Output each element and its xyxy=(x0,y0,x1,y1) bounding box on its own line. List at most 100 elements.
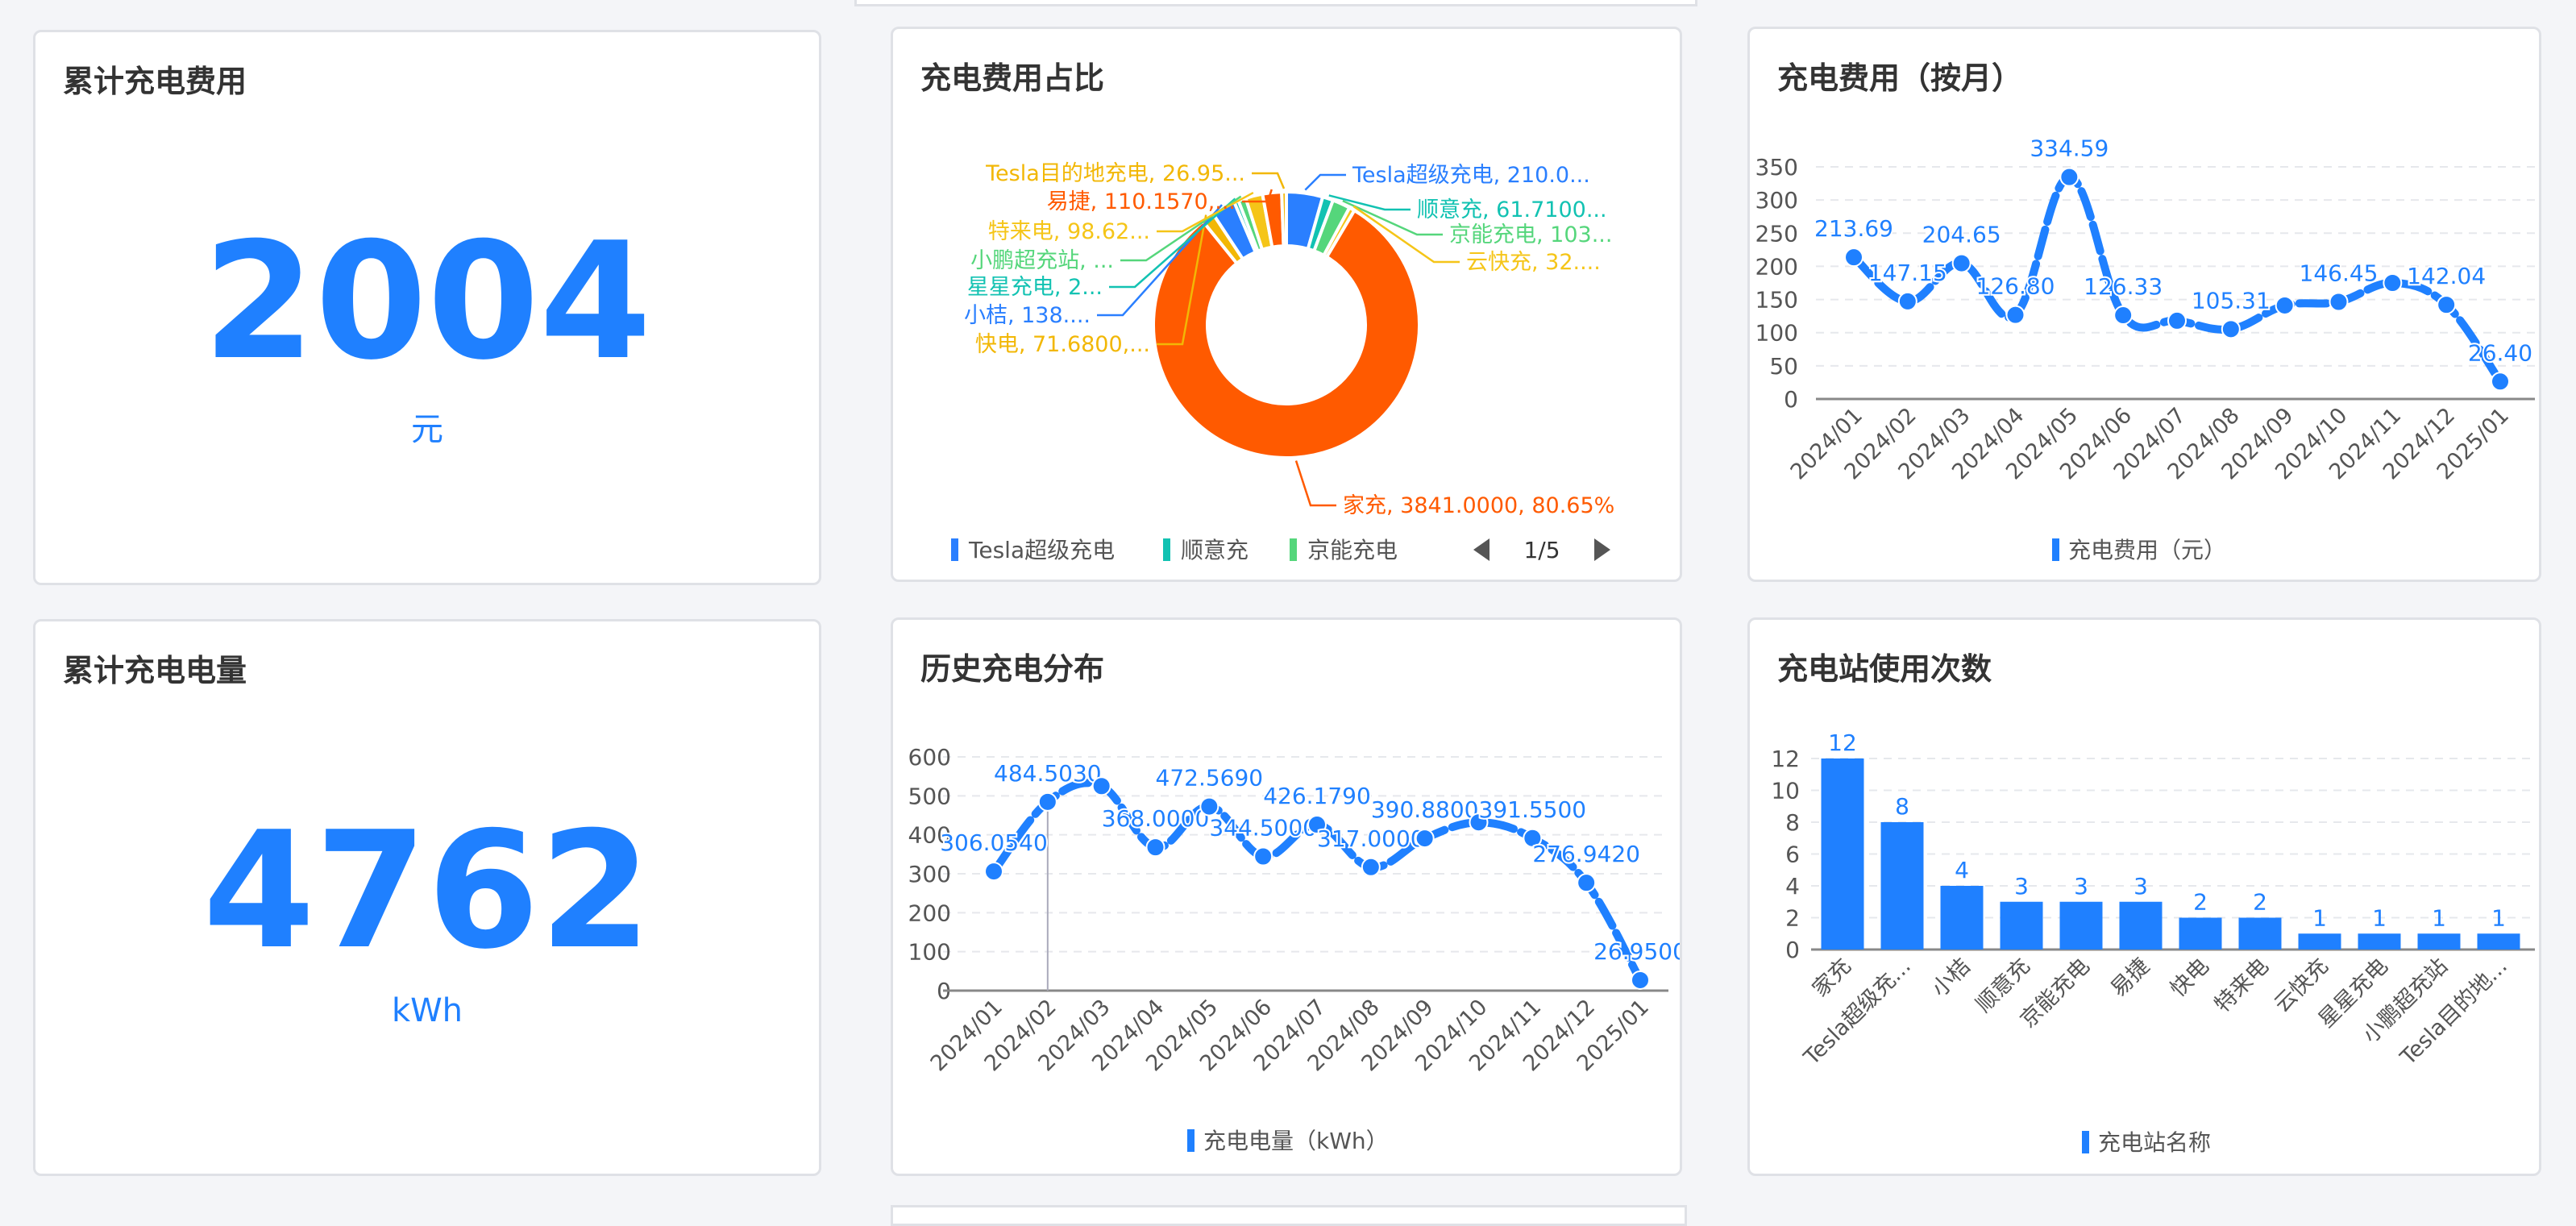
legend-swatch xyxy=(2052,538,2059,561)
x-tick-label: 小桔 xyxy=(1927,954,1976,1002)
x-tick-label: 易捷 xyxy=(2106,954,2154,1002)
pie-slice xyxy=(1152,208,1421,459)
bar xyxy=(1821,758,1864,950)
x-tick-label: Tesla超级充... xyxy=(1799,954,1916,1070)
data-label: 26.40 xyxy=(2468,339,2532,366)
bar-value-label: 8 xyxy=(1895,793,1909,820)
donut-chart: Tesla超级充电, 210.0... 顺意充, 61.7100...京能充电, … xyxy=(951,161,1614,563)
y-tick-label: 50 xyxy=(1769,353,1798,380)
total-energy-value: 4762 xyxy=(202,797,652,985)
data-point xyxy=(2167,310,2187,330)
next-page-arrow-icon[interactable] xyxy=(1594,538,1610,561)
partial-card-top xyxy=(854,0,1697,6)
data-point xyxy=(1951,253,1971,273)
slice-label: 小鹏超充站, ... xyxy=(970,248,1114,273)
bar xyxy=(2059,901,2103,950)
x-tick-label: 特来电 xyxy=(2210,954,2274,1017)
label-leader-line xyxy=(1097,204,1223,317)
y-tick-label: 0 xyxy=(1785,937,1800,963)
card-title: 累计充电费用 xyxy=(63,64,247,99)
bar-value-label: 1 xyxy=(2312,904,2327,931)
y-tick-label: 300 xyxy=(908,861,951,887)
bar-value-label: 1 xyxy=(2432,904,2446,931)
bar xyxy=(2179,917,2222,950)
data-label: 344.5000 xyxy=(1209,814,1317,841)
cost-share-card: 充电费用占比 Tesla超级充电, 210.0... 顺意充, 61.7100..… xyxy=(891,27,1682,582)
label-leader-line xyxy=(1157,191,1254,233)
bar-value-label: 2 xyxy=(2253,889,2267,916)
total-cost-unit: 元 xyxy=(411,411,443,448)
y-tick-label: 500 xyxy=(908,783,951,809)
bar xyxy=(2358,933,2401,950)
y-tick-label: 200 xyxy=(908,900,951,926)
card-title: 累计充电电量 xyxy=(63,653,247,688)
bar-value-label: 2 xyxy=(2193,889,2208,916)
x-tick-label: 家充 xyxy=(1808,954,1856,1002)
monthly-cost-line-chart: 0 50 100 150 200 250 300 350 213.69 147.15 204.65 1… xyxy=(1755,134,2535,563)
data-label: 472.5690 xyxy=(1156,765,1264,792)
station-usage-card: 充电站使用次数 0 2 4 6 8 10 12 12 家充 8 Tesla超级充... 4 小桔 3 顺意充… xyxy=(1747,617,2541,1176)
slice-label: 星星充电, 2... xyxy=(967,275,1103,300)
bar xyxy=(2119,901,2163,950)
data-point xyxy=(2059,167,2079,187)
y-tick-label: 300 xyxy=(1755,187,1798,214)
bar xyxy=(2000,901,2043,950)
data-label: 142.04 xyxy=(2407,263,2486,289)
data-label: 26.9500 xyxy=(1593,938,1682,965)
data-point xyxy=(1844,247,1863,268)
label-leader-line xyxy=(1252,172,1286,189)
label-leader-line xyxy=(1157,214,1207,346)
data-point xyxy=(1415,829,1435,849)
legend-swatch xyxy=(1187,1129,1195,1152)
data-point xyxy=(1897,291,1917,311)
card-title: 充电费用占比 xyxy=(920,60,1105,96)
y-tick-label: 400 xyxy=(908,822,951,849)
data-label: 391.5500 xyxy=(1479,796,1587,823)
legend-item: 京能充电 xyxy=(1307,537,1398,563)
y-tick-label: 600 xyxy=(908,744,951,771)
slice-label: 顺意充, 61.7100... xyxy=(1417,197,1607,222)
data-point xyxy=(2491,372,2510,392)
card-title: 充电费用（按月） xyxy=(1777,60,2023,96)
data-label: 306.0540 xyxy=(940,829,1048,856)
slice-label: Tesla超级充电, 210.0... xyxy=(1352,163,1590,188)
data-point xyxy=(1361,857,1381,877)
y-tick-label: 6 xyxy=(1785,842,1800,868)
data-point xyxy=(2329,292,2349,312)
y-tick-label: 100 xyxy=(1755,320,1798,347)
y-tick-label: 150 xyxy=(1755,287,1798,314)
slice-label: Tesla目的地充电, 26.95... xyxy=(985,161,1245,186)
data-point xyxy=(1199,796,1219,817)
legend-item: 充电站名称 xyxy=(2098,1129,2211,1156)
data-point xyxy=(1523,828,1543,848)
slice-label: 京能充电, 103... xyxy=(1449,222,1612,247)
slice-label: 特来电, 98.62... xyxy=(988,219,1150,244)
bar xyxy=(1940,886,1984,950)
y-tick-label: 2 xyxy=(1785,905,1800,932)
bar xyxy=(2477,933,2520,950)
bar xyxy=(2298,933,2341,950)
data-point xyxy=(1145,837,1165,858)
data-point xyxy=(2437,295,2457,315)
slice-label: 家充, 3841.0000, 80.65% xyxy=(1343,493,1614,518)
data-label: 204.65 xyxy=(1922,222,2001,248)
bar-value-label: 12 xyxy=(1828,729,1857,756)
series-line xyxy=(1850,172,2504,386)
y-tick-label: 100 xyxy=(908,939,951,966)
pie-slice xyxy=(1280,189,1288,248)
bar-value-label: 4 xyxy=(1955,857,1969,883)
card-title: 充电站使用次数 xyxy=(1777,651,1992,687)
legend-page-indicator: 1/5 xyxy=(1523,537,1560,563)
data-label: 146.45 xyxy=(2300,260,2379,286)
data-label: 213.69 xyxy=(1814,215,1893,242)
data-point xyxy=(2221,319,2241,339)
y-tick-label: 8 xyxy=(1785,809,1800,836)
data-label: 368.0000 xyxy=(1102,805,1210,832)
data-label: 390.8800 xyxy=(1371,796,1479,823)
prev-page-arrow-icon[interactable] xyxy=(1473,538,1490,561)
legend-item: 顺意充 xyxy=(1181,537,1249,563)
data-point xyxy=(1307,815,1327,835)
data-label: 105.31 xyxy=(2192,287,2271,314)
slice-label: 小桔, 138.... xyxy=(964,303,1091,328)
y-tick-label: 10 xyxy=(1771,778,1800,804)
